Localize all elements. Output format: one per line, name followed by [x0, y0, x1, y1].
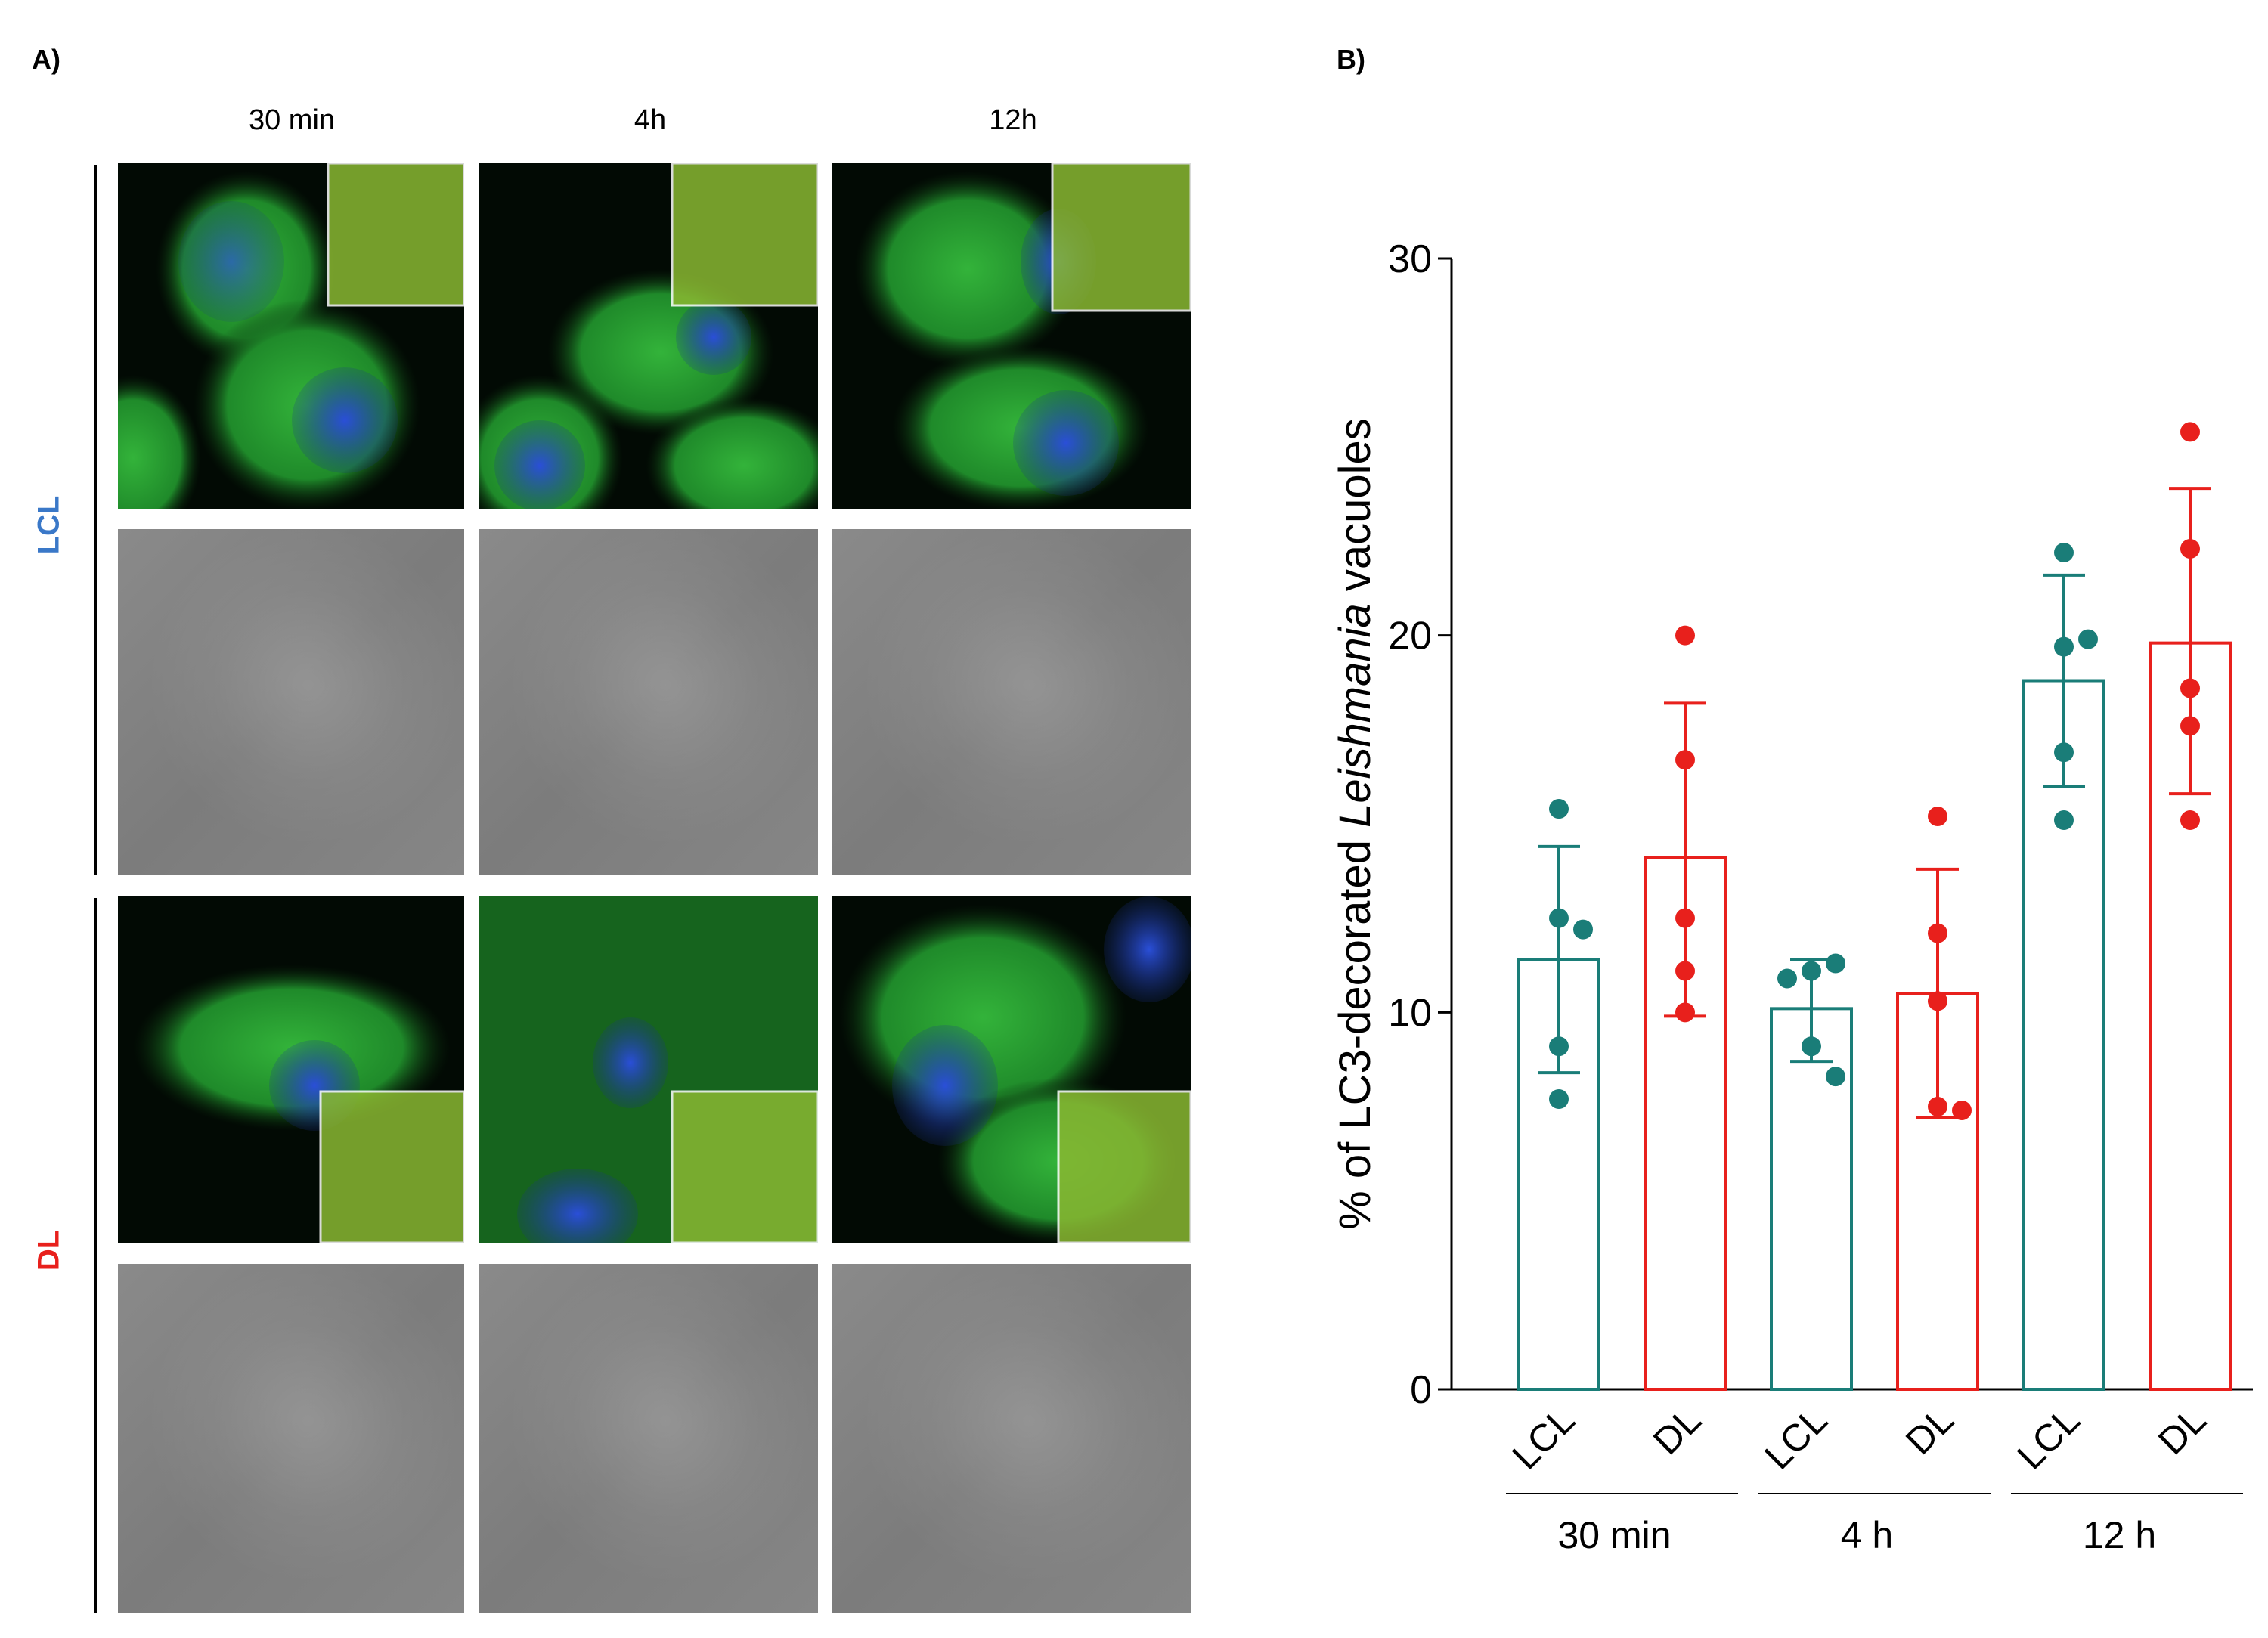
data-point — [1777, 968, 1797, 989]
x-category-label: LCL — [1504, 1398, 1582, 1477]
data-point — [1573, 919, 1593, 940]
micrograph-lcl-30min-dic — [118, 529, 464, 875]
micrograph-dl-4h-dic — [479, 1264, 818, 1613]
bar — [1770, 1007, 1853, 1391]
data-point — [1802, 961, 1821, 981]
y-tick-label: 10 — [1388, 991, 1432, 1035]
data-point — [1802, 1036, 1821, 1057]
micrograph-lcl-4h-fluorescence — [479, 163, 818, 509]
micrograph-lcl-12h-dic — [832, 529, 1191, 875]
group-label: 4 h — [1841, 1514, 1894, 1556]
data-point — [2054, 636, 2074, 657]
data-point — [1675, 961, 1695, 981]
y-axis-label: % of LC3-decorated Leishmania vacuoles — [1331, 418, 1380, 1230]
y-axis-label-part: vacuoles — [1331, 418, 1380, 603]
data-point — [1549, 908, 1569, 928]
data-point — [2180, 810, 2200, 831]
row-bracket-dl — [94, 898, 97, 1613]
data-point — [2078, 629, 2098, 649]
micrograph-dl-4h-fluorescence — [479, 896, 818, 1243]
data-point — [2180, 538, 2200, 559]
data-point — [1952, 1100, 1972, 1120]
group-label: 30 min — [1557, 1514, 1671, 1556]
column-label-12h: 12h — [989, 104, 1037, 136]
bar-chart: 0 10 20 30 % of LC3-decorated Leishmania vac… — [1331, 237, 2253, 1556]
column-label-4h: 4h — [634, 104, 667, 136]
micrograph-dl-12h-fluorescence — [832, 896, 1191, 1243]
panel-b-label: B) — [1337, 44, 1365, 75]
row-bracket-lcl — [94, 165, 97, 875]
fluorescence-image — [854, 163, 1191, 509]
micrograph-dl-30min-fluorescence — [118, 896, 464, 1243]
data-point — [1675, 1002, 1695, 1023]
data-point — [2054, 742, 2074, 763]
data-point — [2054, 810, 2074, 831]
y-axis-label-italic: Leishmania — [1331, 603, 1380, 828]
x-category-label: DL — [1645, 1398, 1709, 1463]
data-point — [2180, 422, 2200, 442]
micrograph-dl-30min-dic — [118, 1264, 464, 1613]
data-point — [1928, 991, 1947, 1011]
data-point — [1928, 807, 1947, 827]
x-category-label: LCL — [2009, 1398, 2087, 1477]
data-point — [1549, 1036, 1569, 1057]
row-label-dl: DL — [32, 1230, 66, 1271]
data-point — [1826, 953, 1845, 974]
data-point — [1675, 908, 1695, 928]
data-point — [2054, 542, 2074, 562]
fluorescence-image — [839, 896, 1191, 1243]
data-point — [1675, 625, 1695, 646]
panel-a-label: A) — [32, 44, 60, 75]
data-point — [1549, 1089, 1569, 1110]
x-category-label: DL — [2150, 1398, 2214, 1463]
x-category-label: LCL — [1756, 1398, 1835, 1477]
y-tick-label: 30 — [1388, 237, 1432, 281]
row-label-lcl: LCL — [32, 495, 66, 555]
fluorescence-image — [479, 896, 818, 1243]
data-point — [1675, 750, 1695, 770]
data-point — [1549, 799, 1569, 819]
fluorescence-image — [118, 163, 464, 509]
y-axis-label-part: % of LC3-decorated — [1331, 828, 1380, 1230]
y-tick-label: 20 — [1388, 615, 1432, 658]
micrograph-lcl-12h-fluorescence — [832, 163, 1191, 509]
x-category-label: DL — [1898, 1398, 1962, 1463]
fluorescence-image — [133, 965, 464, 1243]
data-point — [2180, 678, 2200, 698]
micrograph-lcl-4h-dic — [479, 529, 818, 875]
micrograph-lcl-30min-fluorescence — [118, 163, 464, 509]
micrograph-dl-12h-dic — [832, 1264, 1191, 1613]
y-tick-label: 0 — [1410, 1368, 1432, 1412]
column-label-30min: 30 min — [248, 104, 336, 136]
data-point — [1928, 923, 1947, 943]
data-point — [1826, 1067, 1845, 1087]
fluorescence-image — [479, 163, 818, 509]
data-point — [1928, 1097, 1947, 1116]
data-point — [2180, 716, 2200, 736]
group-label: 12 h — [2083, 1514, 2156, 1556]
